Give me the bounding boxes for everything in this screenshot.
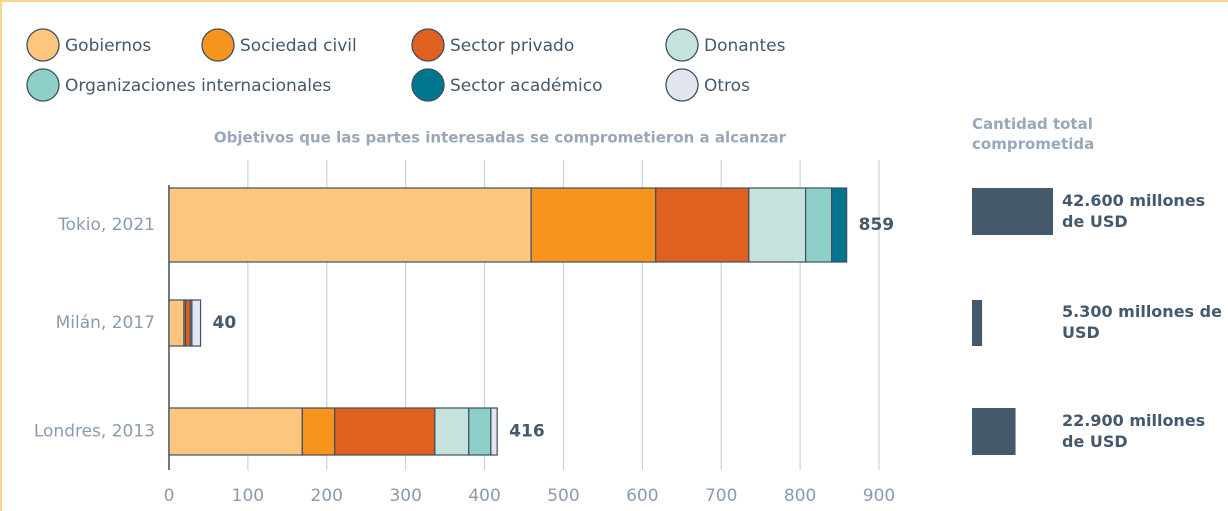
bar-segment: [191, 299, 202, 347]
legend-label: Otros: [704, 76, 750, 96]
y-tick-label: Londres, 2013: [34, 422, 155, 442]
bar-segment: [184, 299, 191, 347]
legend-swatch: [26, 28, 60, 62]
total-amount-bar: [972, 408, 1016, 455]
y-tick-label: Milán, 2017: [56, 313, 155, 333]
bar-segment: [530, 187, 657, 263]
x-tick-label: 200: [311, 486, 343, 506]
x-tick-label: 500: [547, 486, 579, 506]
x-tick-label: 100: [232, 486, 264, 506]
chart-title: Objetivos que las partes interesadas se …: [214, 129, 787, 147]
bar-segment: [434, 407, 470, 456]
total-label: 859: [859, 215, 895, 235]
legend-label: Organizaciones internacionales: [65, 76, 331, 96]
legend-label: Donantes: [704, 36, 786, 56]
bar-segment: [168, 407, 303, 456]
legend-swatch: [665, 68, 699, 102]
total-amount-label: 5.300 millones de USD: [1062, 302, 1222, 342]
legend-swatch: [665, 28, 699, 62]
side-title: Cantidad total comprometida: [972, 115, 1095, 153]
total-label: 40: [213, 313, 237, 333]
legend-label: Sector privado: [450, 36, 574, 56]
legend-swatch: [201, 28, 235, 62]
bar-segment: [490, 407, 498, 456]
x-tick-label: 900: [863, 486, 895, 506]
y-tick-label: Tokio, 2021: [57, 215, 155, 235]
bar-segment: [748, 187, 807, 263]
bar-segment: [168, 299, 185, 347]
x-tick-label: 600: [626, 486, 658, 506]
x-tick-label: 300: [389, 486, 421, 506]
bar-segment: [334, 407, 436, 456]
x-tick-label: 0: [164, 486, 175, 506]
bar-segment: [655, 187, 750, 263]
legend-label: Gobiernos: [65, 36, 151, 56]
bar-segment: [831, 187, 848, 263]
legend-label: Sociedad civil: [240, 36, 357, 56]
total-amount-bar: [972, 300, 983, 346]
legend-swatch: [411, 68, 445, 102]
total-amount-label: 22.900 millones de USD: [1062, 410, 1206, 451]
bar-segment: [468, 407, 492, 456]
legend-swatch: [26, 68, 60, 102]
bar-segment: [805, 187, 833, 263]
x-tick-label: 700: [705, 486, 737, 506]
legend-swatch: [411, 28, 445, 62]
bar-segment: [168, 187, 532, 263]
legend-label: Sector académico: [450, 76, 603, 96]
x-tick-label: 800: [784, 486, 816, 506]
total-amount-bar: [972, 188, 1053, 235]
bar-segment: [301, 407, 336, 456]
total-amount-label: 42.600 millones de USD: [1062, 190, 1206, 231]
x-tick-label: 400: [468, 486, 500, 506]
total-label: 416: [509, 422, 544, 442]
